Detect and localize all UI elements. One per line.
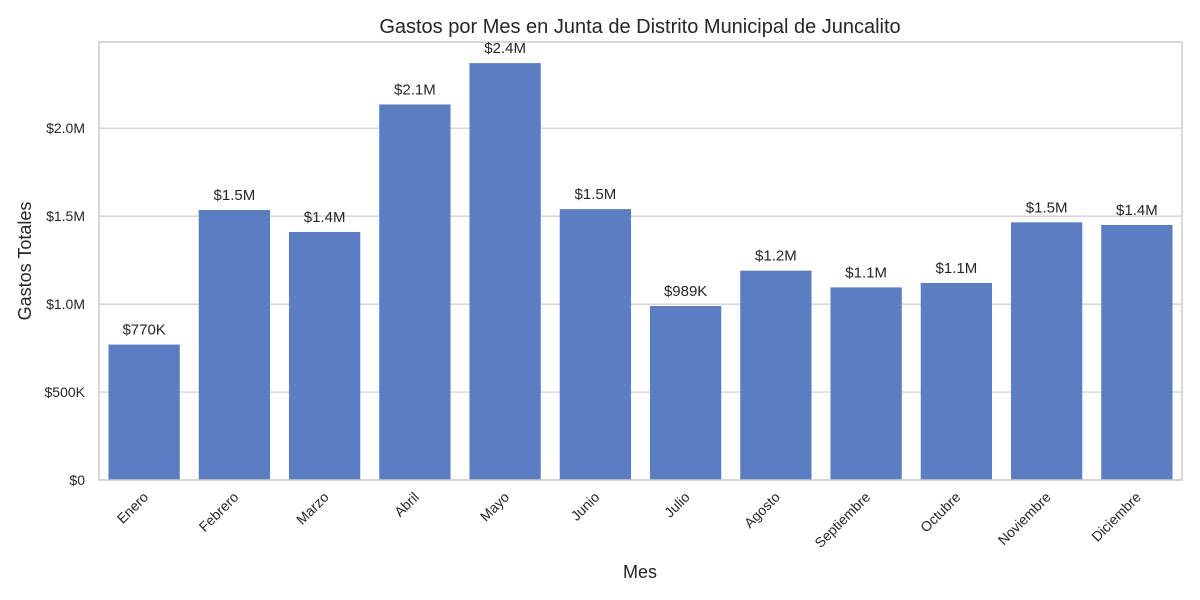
x-tick-label: Junio (568, 489, 603, 524)
y-axis-label: Gastos Totales (15, 202, 35, 321)
data-label: $770K (122, 322, 165, 339)
data-label: $989K (664, 283, 707, 300)
bar-octubre (920, 282, 993, 480)
data-label: $1.5M (575, 186, 617, 203)
x-tick-label: Septiembre (811, 489, 873, 551)
plot-border (98, 41, 1183, 481)
x-tick-label: Marzo (293, 489, 332, 528)
bars (108, 63, 1173, 481)
data-label: $1.5M (214, 187, 256, 204)
bar-abril (379, 104, 451, 480)
x-tick-label: Abril (391, 489, 422, 520)
data-label: $1.1M (845, 264, 887, 281)
x-axis-label: Mes (623, 562, 657, 582)
x-tick-labels: Enero Febrero Marzo Abril Mayo Junio Julio Agos… (114, 489, 1145, 551)
bar-diciembre (1101, 224, 1173, 480)
bar-mayo (469, 63, 541, 481)
data-labels: $770K $1.5M $1.4M $2.1M $2.4M $1.5M $989K $1.2M… (122, 40, 1157, 338)
bar-septiembre (830, 287, 902, 480)
bar-agosto (740, 270, 812, 480)
bar-febrero (198, 209, 271, 480)
data-label: $1.2M (755, 248, 797, 265)
data-label: $1.5M (1026, 199, 1068, 216)
x-tick-label: Diciembre (1088, 489, 1144, 545)
y-tick-label: $0 (69, 472, 85, 488)
bar-marzo (288, 231, 361, 480)
x-tick-label: Mayo (477, 489, 513, 525)
data-label: $1.4M (304, 209, 346, 226)
bar-junio (559, 209, 632, 480)
y-tick-label: $500K (45, 384, 86, 400)
bar-julio (649, 306, 722, 480)
bar-noviembre (1010, 222, 1083, 480)
x-tick-label: Noviembre (995, 489, 1054, 548)
y-tick-label: $2.0M (46, 120, 85, 136)
x-tick-label: Octubre (917, 489, 964, 536)
y-tick-labels: $0 $500K $1.0M $1.5M $2.0M (45, 120, 86, 488)
data-label: $2.4M (484, 40, 526, 57)
y-tick-label: $1.0M (46, 296, 85, 312)
data-label: $1.4M (1116, 202, 1158, 219)
x-tick-label: Febrero (196, 489, 242, 535)
data-label: $2.1M (394, 81, 436, 98)
x-tick-label: Agosto (741, 489, 783, 531)
x-tick-label: Julio (661, 489, 693, 521)
bar-enero (108, 344, 180, 480)
x-tick-label: Enero (114, 489, 152, 527)
data-label: $1.1M (936, 260, 978, 277)
plot-frame (98, 41, 1183, 481)
y-tick-label: $1.5M (46, 208, 85, 224)
chart-title: Gastos por Mes en Junta de Distrito Muni… (379, 16, 900, 38)
